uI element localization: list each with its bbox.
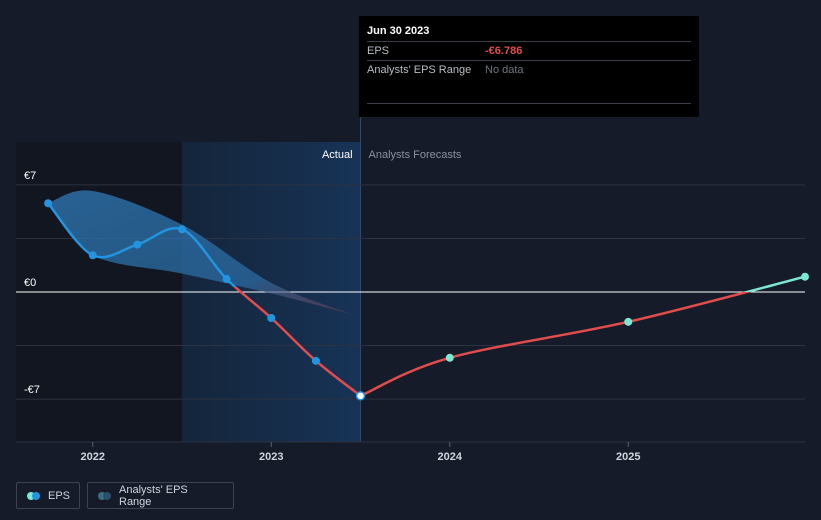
x-tick-label: 2023	[259, 451, 283, 463]
legend-range-button[interactable]: Analysts' EPS Range	[87, 482, 234, 509]
tooltip-eps-label: EPS	[367, 45, 390, 57]
tooltip-row-range: Analysts' EPS Range No data	[367, 61, 691, 104]
eps-actual-point	[311, 356, 320, 365]
eps-forecast-point	[801, 272, 809, 281]
eps-range-area	[48, 190, 352, 315]
tooltip-range-value: No data	[485, 64, 524, 76]
eps-forecast-point	[624, 317, 633, 326]
eps-actual-line-negative	[233, 287, 362, 397]
eps-actual-point	[88, 251, 97, 260]
eps-actual-point	[355, 391, 366, 401]
eps-forecast-point	[445, 353, 454, 362]
eps-actual-point	[222, 274, 231, 283]
range-legend-icon	[98, 491, 111, 500]
eps-legend-icon	[27, 491, 40, 500]
tooltip-range-label: Analysts' EPS Range	[367, 64, 472, 76]
legend-range-label: Analysts' EPS Range	[119, 483, 188, 508]
tooltip-row-eps: EPS -€6.786	[367, 42, 691, 61]
y-tick-label: €0	[24, 277, 36, 289]
eps-actual-point	[133, 240, 142, 249]
tooltip-eps-value: -€6.786	[485, 45, 523, 57]
eps-actual-point	[267, 314, 276, 323]
x-tick-label: 2025	[616, 451, 640, 463]
y-tick-label: €7	[24, 170, 36, 182]
eps-actual-point	[44, 199, 53, 208]
legend-eps-button[interactable]: EPS	[16, 482, 80, 509]
x-tick-label: 2024	[438, 451, 463, 463]
legend-eps-label: EPS	[48, 489, 71, 502]
forecast-label: Analysts Forecasts	[369, 149, 462, 161]
eps-forecast-line-negative	[360, 292, 752, 397]
actual-label: Actual	[322, 149, 353, 161]
y-tick-label: -€7	[24, 384, 40, 396]
eps-actual-point	[178, 225, 187, 234]
tooltip-date: Jun 30 2023	[367, 16, 691, 42]
tooltip: Jun 30 2023 EPS -€6.786 Analysts' EPS Ra…	[359, 16, 699, 117]
x-tick-label: 2022	[81, 451, 105, 463]
